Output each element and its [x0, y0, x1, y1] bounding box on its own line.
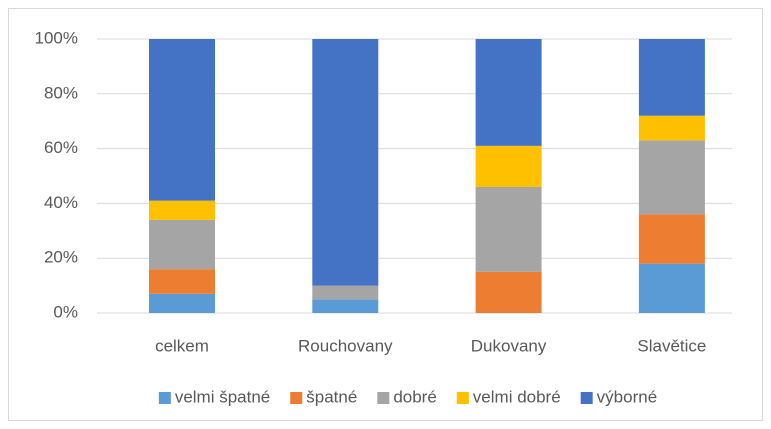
- y-tick-label: 40%: [44, 193, 78, 212]
- legend-label: dobré: [393, 387, 436, 406]
- bar-segment: [638, 115, 705, 141]
- y-tick-label: 20%: [44, 248, 78, 267]
- legend-label: velmi dobré: [473, 387, 561, 406]
- legend-swatch: [290, 392, 303, 404]
- y-tick-label: 100%: [35, 28, 78, 47]
- bar-segment: [149, 293, 215, 313]
- x-tick-label: Slavětice: [637, 336, 706, 355]
- bar-segment: [149, 200, 215, 220]
- y-tick-label: 0%: [53, 302, 78, 321]
- legend-swatch: [456, 392, 469, 404]
- x-tick-label: Dukovany: [471, 336, 547, 355]
- bar-segment: [149, 269, 215, 294]
- bar-segment: [312, 285, 379, 300]
- legend-swatch: [158, 392, 171, 404]
- bar-segment: [312, 39, 379, 286]
- bar-segment: [475, 39, 542, 146]
- bar-segment: [475, 145, 542, 187]
- chart-border: [8, 8, 763, 421]
- bar-segment: [149, 219, 215, 270]
- legend-label: velmi špatné: [175, 387, 270, 406]
- legend-label: výborné: [597, 387, 657, 406]
- bar-segment: [149, 39, 215, 201]
- bar-segment: [475, 271, 542, 313]
- legend-swatch: [377, 392, 390, 404]
- x-tick-label: Rouchovany: [298, 336, 393, 355]
- y-tick-label: 60%: [44, 138, 78, 157]
- bar-segment: [312, 299, 379, 313]
- legend-swatch: [580, 392, 593, 404]
- bar-segment: [638, 214, 705, 264]
- y-tick-label: 80%: [44, 83, 78, 102]
- bar-segment: [475, 186, 542, 272]
- bar-segment: [638, 263, 705, 313]
- x-tick-label: celkem: [155, 336, 209, 355]
- legend-label: špatné: [306, 387, 357, 406]
- bar-segment: [638, 140, 705, 215]
- bar-segment: [638, 39, 705, 116]
